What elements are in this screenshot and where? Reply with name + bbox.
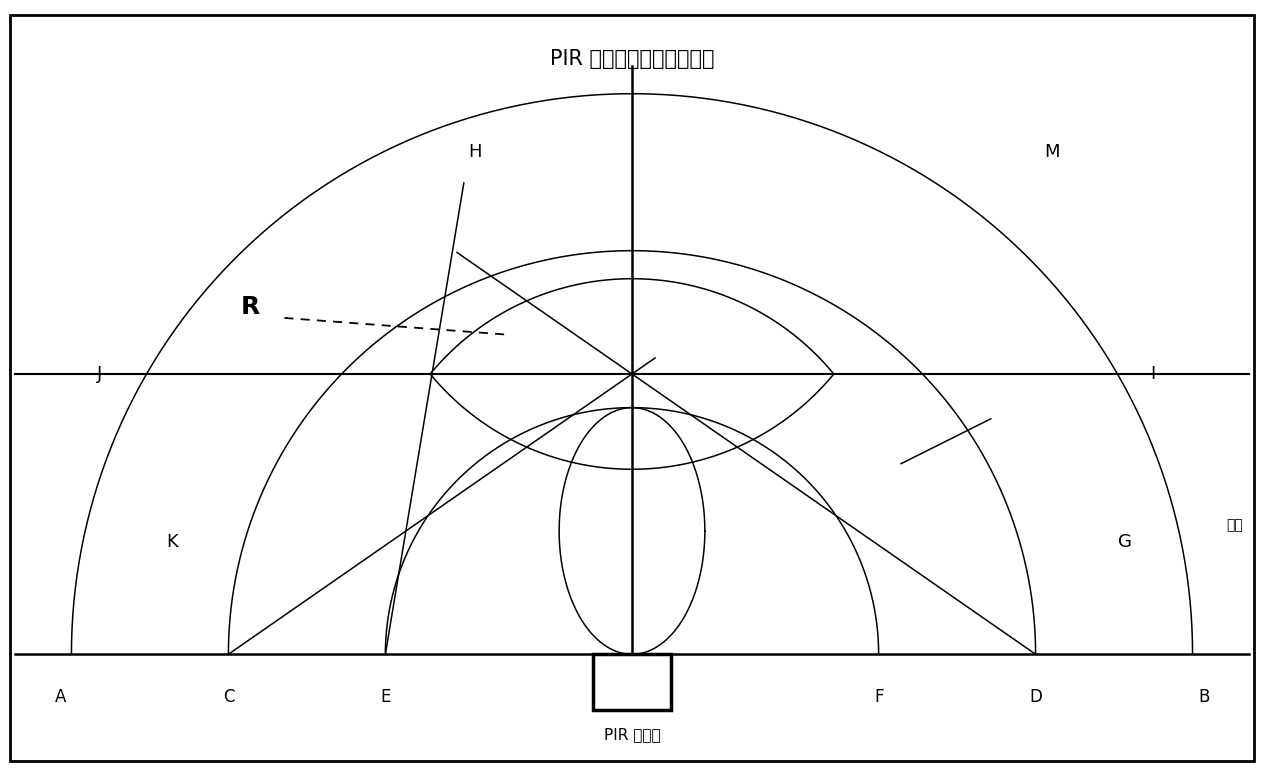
Text: F: F (873, 688, 884, 706)
Text: A: A (54, 688, 66, 706)
Text: C: C (222, 688, 234, 706)
Text: M: M (1044, 143, 1060, 161)
Text: PIR 探测器视野范围中心线: PIR 探测器视野范围中心线 (550, 49, 714, 69)
Text: PIR 探测器: PIR 探测器 (604, 727, 660, 742)
Text: E: E (380, 688, 391, 706)
Text: I: I (1150, 365, 1157, 383)
Text: 墙壁: 墙壁 (1226, 518, 1243, 532)
Bar (593, 654, 671, 710)
Text: K: K (167, 533, 178, 551)
Text: B: B (1198, 688, 1210, 706)
Text: G: G (1119, 533, 1133, 551)
Text: J: J (97, 365, 102, 383)
Text: H: H (468, 143, 482, 161)
Text: D: D (1029, 688, 1042, 706)
Text: R: R (241, 295, 260, 319)
